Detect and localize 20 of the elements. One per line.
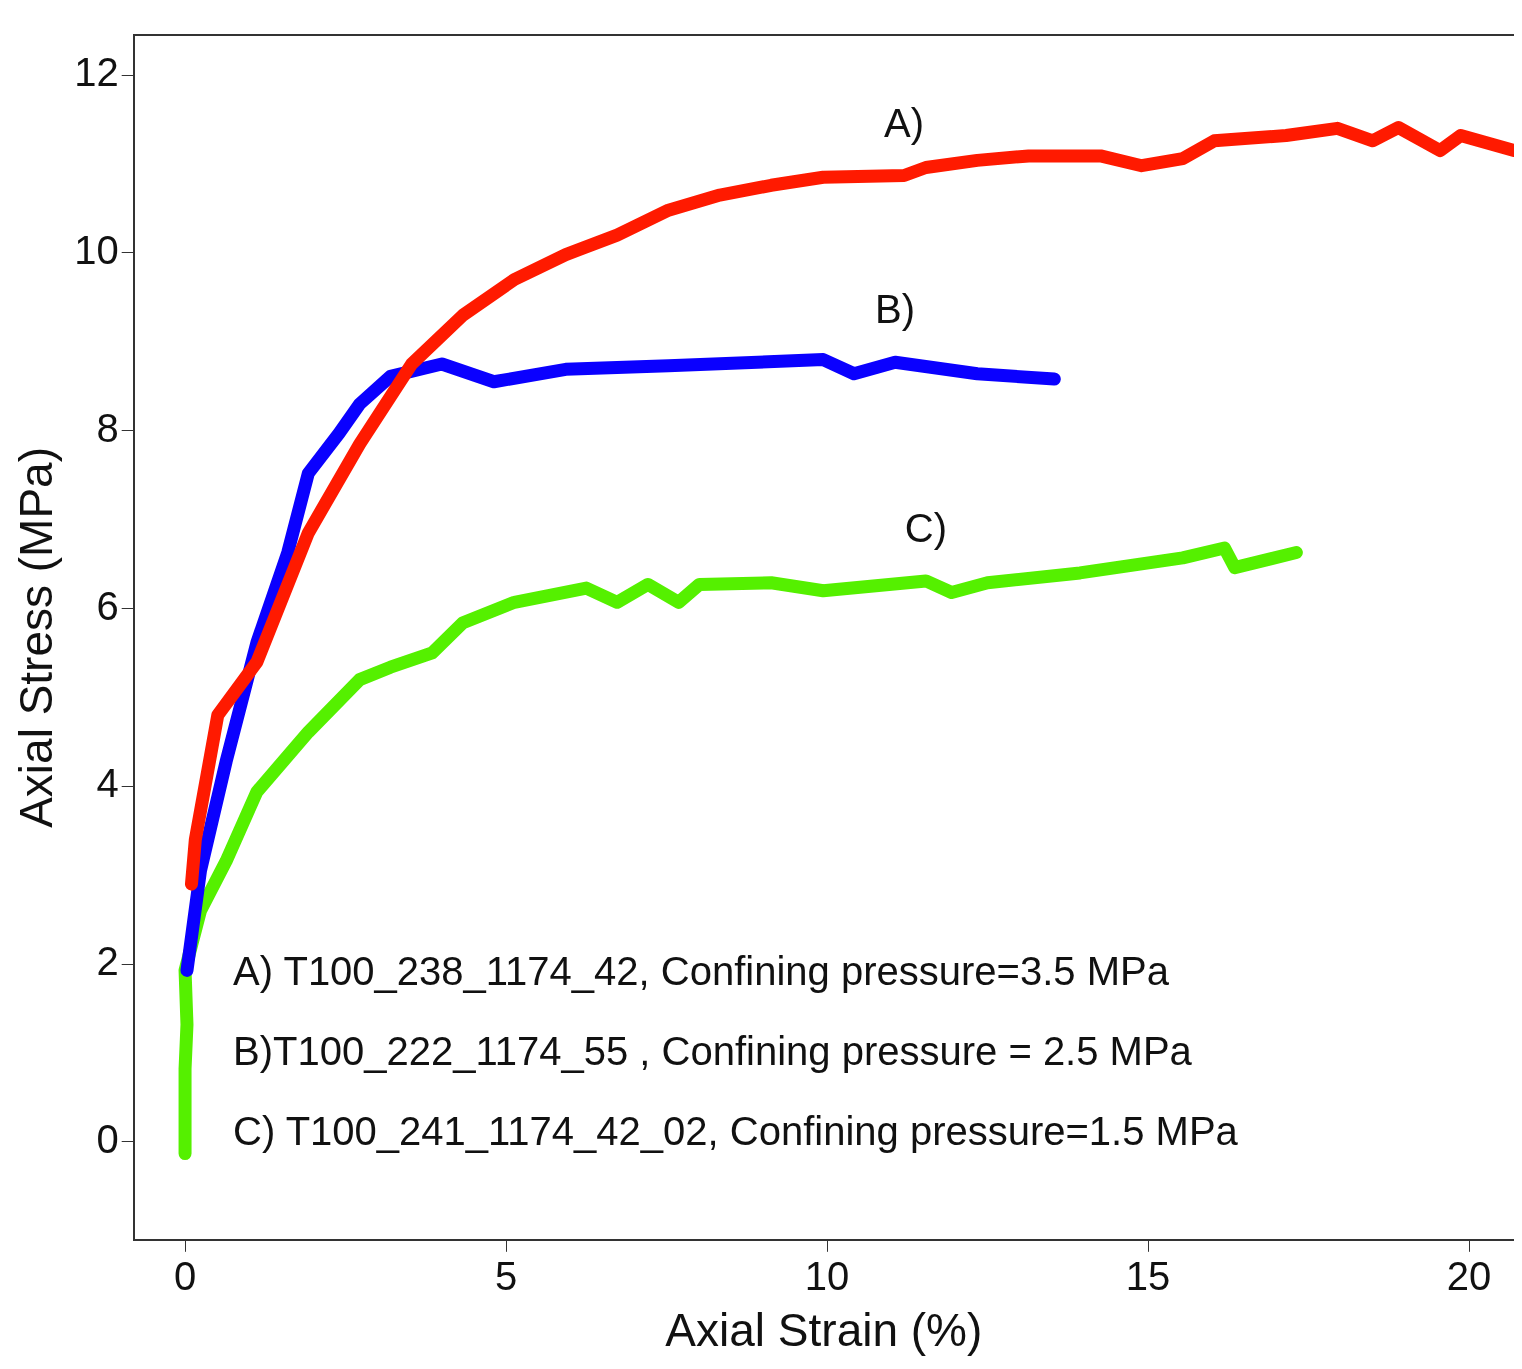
y-tick-label: 10 [74,227,119,272]
x-axis-title: Axial Strain (%) [665,1304,983,1357]
y-tick-label: 8 [96,405,119,450]
series-label: A) [884,100,925,145]
annotation: A) T100_238_1174_42, Confining pressure=3.5 MPa [233,949,1170,994]
series-label: C) [904,505,948,550]
y-tick-label: 4 [96,761,119,806]
annotation: B)T100_222_1174_55 , Confining pressure = 2.5 MPa [233,1029,1193,1074]
y-tick-label: 12 [74,50,119,95]
x-tick-label: 15 [1125,1253,1171,1298]
x-tick-label: 10 [804,1253,850,1298]
annotation: C) T100_241_1174_42_02, Confining pressure=1.5 MPa [233,1109,1239,1154]
y-tick-label: 0 [96,1117,119,1162]
x-tick-label: 5 [494,1253,518,1298]
x-tick-label: 20 [1446,1253,1492,1298]
y-axis-title: Axial Stress (MPa) [10,446,63,828]
x-tick-label: 0 [173,1253,197,1298]
series-label: B) [875,287,916,332]
y-tick-label: 6 [96,583,119,628]
y-tick-label: 2 [96,939,119,984]
